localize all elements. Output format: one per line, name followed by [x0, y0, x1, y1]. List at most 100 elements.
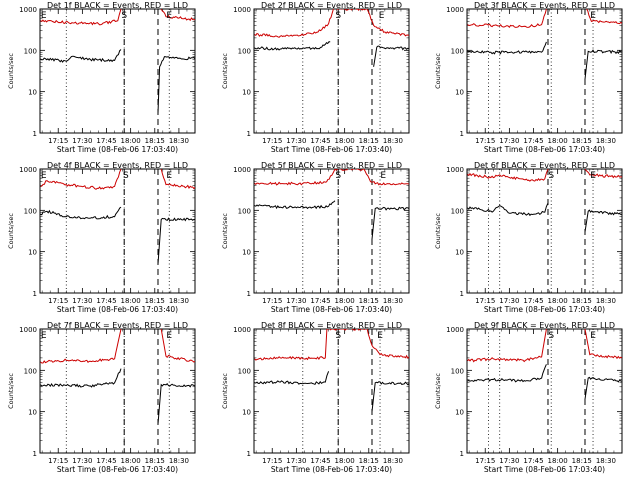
y-tick-label: 100: [238, 47, 251, 55]
panel-9: Det 9f BLACK = Events, RED = LLD Counts/s…: [434, 321, 623, 474]
chart-title: Det 4f BLACK = Events, RED = LLD: [47, 161, 188, 170]
x-tick-label: 18:15: [572, 297, 592, 305]
x-axis-label: Start Time (08-Feb-06 17:03:40): [271, 465, 392, 474]
event-rate-line: [373, 45, 409, 67]
chart-title: Det 6f BLACK = Events, RED = LLD: [474, 161, 615, 170]
event-marker-label: E: [166, 171, 172, 181]
event-rate-line: [584, 376, 622, 400]
lld-rate-line: [254, 169, 409, 186]
event-rate-line: [371, 381, 409, 412]
event-marker-label: E: [166, 11, 172, 21]
x-tick-label: 18:00: [548, 297, 568, 305]
plot-frame: [466, 168, 623, 294]
y-tick-label: 1: [33, 290, 37, 298]
y-tick-label: 1: [247, 130, 251, 138]
y-tick-label: 100: [24, 367, 37, 375]
plot-frame: [253, 8, 410, 134]
y-tick-label: 1: [460, 130, 464, 138]
y-tick-label: 10: [28, 409, 37, 417]
chart-title: Det 2f BLACK = Events, RED = LLD: [261, 1, 402, 10]
panel-6: Det 6f BLACK = Events, RED = LLD Counts/s…: [434, 161, 623, 314]
panel-7: Det 7f BLACK = Events, RED = LLD Counts/s…: [7, 321, 196, 474]
y-tick-label: 10: [455, 249, 464, 257]
event-marker-label: E: [379, 11, 385, 21]
x-tick-label: 18:00: [121, 137, 141, 145]
x-tick-label: 18:15: [145, 457, 165, 465]
x-tick-label: 17:15: [262, 297, 282, 305]
panel-4: Det 4f BLACK = Events, RED = LLD Counts/s…: [7, 161, 196, 314]
event-rate-line: [157, 382, 195, 425]
event-marker-label: S: [335, 11, 341, 21]
event-marker-label: E: [377, 331, 383, 341]
panel-8: Det 8f BLACK = Events, RED = LLD Counts/s…: [221, 321, 410, 474]
x-tick-label: 17:15: [48, 457, 68, 465]
y-axis-label: Counts/sec: [434, 53, 442, 89]
plot-frame: [39, 8, 196, 134]
y-tick-label: 1000: [446, 326, 464, 334]
x-tick-label: 18:30: [383, 457, 403, 465]
lld-rate-line: [40, 329, 122, 364]
chart-title: Det 1f BLACK = Events, RED = LLD: [47, 1, 188, 10]
chart-title: Det 9f BLACK = Events, RED = LLD: [474, 321, 615, 330]
x-tick-label: 17:45: [310, 457, 330, 465]
event-marker-label: E: [41, 171, 47, 181]
chart-title: Det 5f BLACK = Events, RED = LLD: [261, 161, 402, 170]
x-tick-label: 18:15: [145, 297, 165, 305]
lld-rate-line: [254, 9, 409, 38]
plot-frame: [39, 328, 196, 454]
event-rate-line: [467, 364, 547, 383]
x-tick-label: 17:15: [475, 297, 495, 305]
x-axis-label: Start Time (08-Feb-06 17:03:40): [57, 145, 178, 154]
event-rate-line: [584, 49, 622, 80]
x-tick-label: 18:00: [121, 297, 141, 305]
x-tick-label: 17:45: [310, 137, 330, 145]
y-axis-label: Counts/sec: [221, 213, 229, 249]
x-tick-label: 17:30: [499, 137, 519, 145]
panel-3: Det 3f BLACK = Events, RED = LLD Counts/s…: [434, 1, 623, 154]
x-tick-label: 18:30: [383, 297, 403, 305]
x-tick-label: 17:30: [72, 457, 92, 465]
x-tick-label: 17:15: [262, 137, 282, 145]
plot-frame: [253, 328, 410, 454]
y-axis-label: Counts/sec: [7, 53, 15, 89]
x-tick-label: 17:30: [286, 137, 306, 145]
plot-frame: [39, 168, 196, 294]
lld-rate-line: [40, 9, 122, 26]
y-tick-label: 10: [28, 249, 37, 257]
x-axis-label: Start Time (08-Feb-06 17:03:40): [484, 305, 605, 314]
y-axis-label: Counts/sec: [434, 213, 442, 249]
lld-rate-line: [584, 329, 622, 360]
x-tick-label: 17:45: [523, 457, 543, 465]
event-marker-label: E: [590, 11, 596, 21]
lld-rate-line: [467, 329, 547, 363]
lld-rate-line: [40, 169, 122, 190]
x-tick-label: 17:30: [286, 457, 306, 465]
x-tick-label: 17:45: [96, 297, 116, 305]
x-tick-label: 18:15: [359, 297, 379, 305]
y-axis-label: Counts/sec: [434, 373, 442, 409]
x-tick-label: 18:30: [169, 297, 189, 305]
x-axis-label: Start Time (08-Feb-06 17:03:40): [57, 305, 178, 314]
x-tick-label: 18:15: [359, 137, 379, 145]
y-tick-label: 1000: [19, 166, 37, 174]
y-tick-label: 1000: [446, 166, 464, 174]
y-tick-label: 1000: [233, 6, 251, 14]
x-tick-label: 17:15: [475, 457, 495, 465]
y-tick-label: 100: [451, 207, 464, 215]
event-rate-line: [254, 41, 331, 51]
y-tick-label: 100: [238, 207, 251, 215]
event-rate-line: [467, 202, 549, 217]
event-marker-label: S: [548, 171, 554, 181]
y-axis-label: Counts/sec: [7, 373, 15, 409]
x-tick-label: 17:30: [499, 297, 519, 305]
x-tick-label: 18:15: [145, 137, 165, 145]
chart-title: Det 8f BLACK = Events, RED = LLD: [261, 321, 402, 330]
event-marker-label: S: [548, 331, 554, 341]
x-tick-label: 18:30: [169, 457, 189, 465]
event-marker-label: E: [590, 171, 596, 181]
panel-5: Det 5f BLACK = Events, RED = LLD Counts/s…: [221, 161, 410, 314]
x-tick-label: 17:45: [523, 137, 543, 145]
event-marker-label: E: [166, 331, 172, 341]
event-marker-label: E: [590, 331, 596, 341]
